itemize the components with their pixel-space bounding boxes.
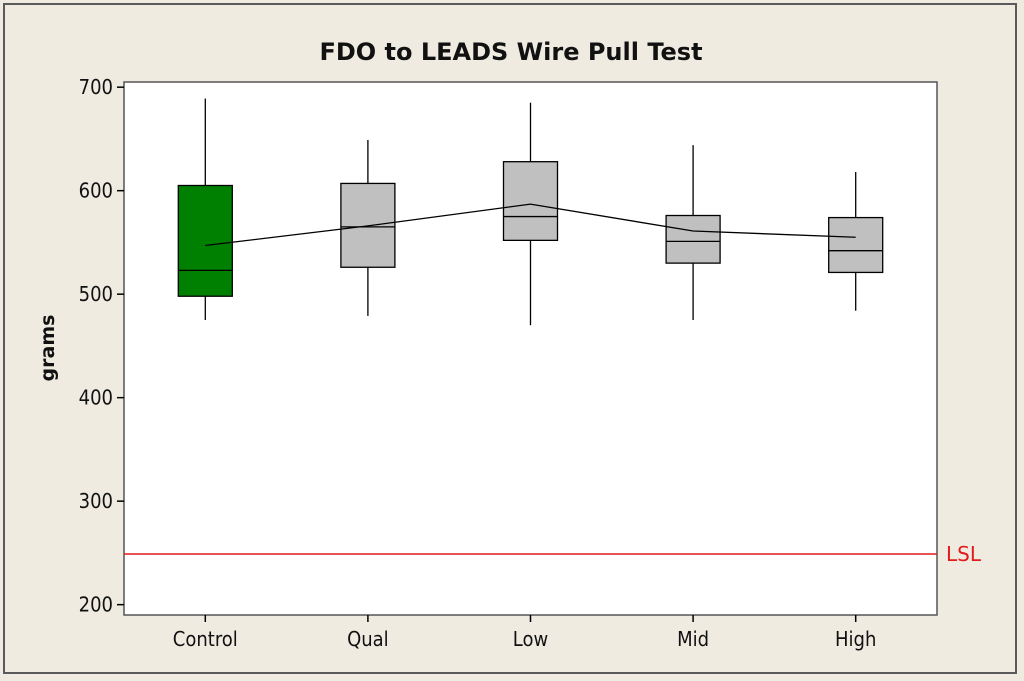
y-tick-label: 600 — [79, 179, 113, 203]
x-tick-label: Low — [513, 627, 548, 651]
y-tick-label: 500 — [79, 282, 113, 306]
box-high — [828, 172, 884, 311]
iqr-box — [665, 214, 721, 264]
chart-title: FDO to LEADS Wire Pull Test — [319, 38, 702, 66]
box-mid — [665, 145, 721, 321]
chart-frame — [3, 3, 1017, 674]
y-tick-label: 700 — [79, 75, 113, 99]
mean-polyline — [205, 203, 856, 247]
x-tick-label: High — [835, 627, 876, 651]
y-tick-label: 400 — [79, 386, 113, 410]
y-axis-label: grams — [37, 315, 59, 382]
iqr-box — [177, 184, 233, 297]
box-control — [177, 98, 233, 321]
iqr-box — [828, 216, 884, 274]
mean-connect-line — [205, 203, 856, 247]
reference-lines: LSL — [124, 542, 982, 566]
y-tick-label: 300 — [79, 489, 113, 513]
box-series — [177, 98, 884, 326]
x-axis: Control Qual Low Mid High — [173, 615, 876, 651]
x-tick-label: Mid — [677, 627, 709, 651]
iqr-box — [502, 161, 559, 241]
lsl-label: LSL — [946, 542, 982, 566]
box-low — [502, 102, 559, 326]
x-tick-label: Qual — [347, 627, 389, 651]
y-axis: 200 300 400 500 600 700 — [79, 75, 124, 617]
y-tick-label: 200 — [79, 593, 113, 617]
x-tick-label: Control — [173, 627, 238, 651]
